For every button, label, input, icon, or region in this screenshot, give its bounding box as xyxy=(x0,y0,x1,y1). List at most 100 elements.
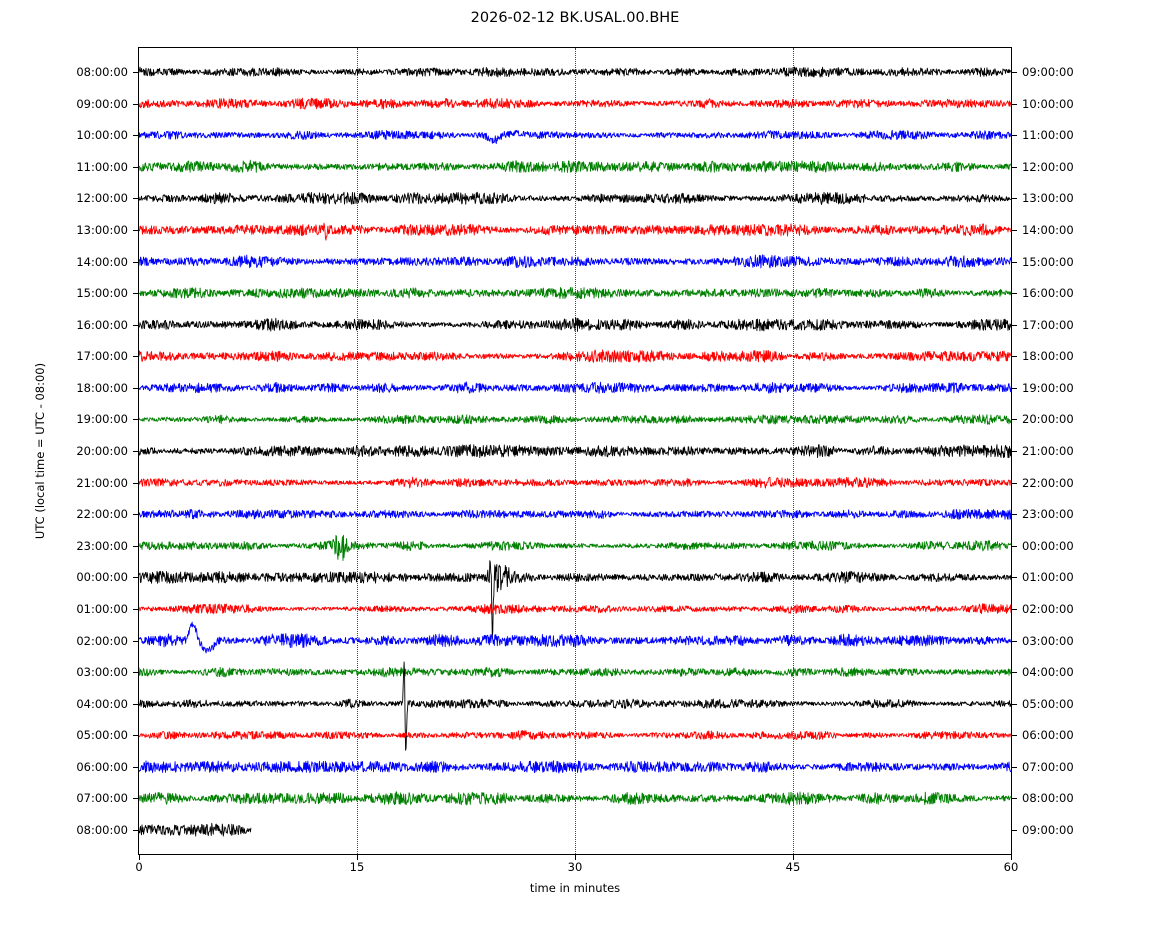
axis-tick xyxy=(1012,482,1017,484)
axis-tick xyxy=(1012,293,1017,295)
x-tick-label: 45 xyxy=(785,860,801,874)
axis-tick xyxy=(1012,166,1017,168)
axis-tick xyxy=(139,855,140,860)
utc-time-label: 14:00:00 xyxy=(76,254,128,269)
utc-time-label: 02:00:00 xyxy=(76,633,128,648)
axis-tick xyxy=(133,324,138,326)
local-time-label: 18:00:00 xyxy=(1022,349,1074,364)
local-time-label: 00:00:00 xyxy=(1022,538,1074,553)
utc-time-label: 23:00:00 xyxy=(76,538,128,553)
utc-time-label: 12:00:00 xyxy=(76,191,128,206)
local-time-label: 20:00:00 xyxy=(1022,412,1074,427)
axis-tick xyxy=(357,855,358,860)
x-tick-label: 15 xyxy=(349,860,365,874)
utc-time-label: 18:00:00 xyxy=(76,380,128,395)
x-axis-label: time in minutes xyxy=(529,881,621,895)
axis-tick xyxy=(133,672,138,674)
local-time-label: 07:00:00 xyxy=(1022,759,1074,774)
axis-tick xyxy=(1012,545,1017,547)
local-time-label: 23:00:00 xyxy=(1022,507,1074,522)
axis-tick xyxy=(1012,419,1017,421)
local-time-label: 06:00:00 xyxy=(1022,728,1074,743)
axis-tick xyxy=(1012,514,1017,516)
axis-tick xyxy=(133,577,138,579)
local-time-label: 09:00:00 xyxy=(1022,823,1074,837)
axis-tick xyxy=(133,514,138,516)
axis-tick xyxy=(1012,640,1017,642)
axis-tick xyxy=(133,387,138,389)
utc-time-label: 22:00:00 xyxy=(76,507,128,522)
seismogram-traces-canvas xyxy=(139,48,1011,854)
axis-tick xyxy=(1012,451,1017,452)
local-time-label: 01:00:00 xyxy=(1022,570,1074,585)
axis-tick xyxy=(1011,855,1012,860)
axis-tick xyxy=(133,261,138,263)
axis-tick xyxy=(1012,356,1017,358)
utc-time-label: 03:00:00 xyxy=(76,665,128,680)
utc-time-label: 20:00:00 xyxy=(76,444,128,458)
utc-time-label: 07:00:00 xyxy=(76,791,128,806)
axis-tick xyxy=(133,703,138,705)
local-time-label: 13:00:00 xyxy=(1022,191,1074,206)
local-time-label: 11:00:00 xyxy=(1022,128,1074,143)
local-time-label: 02:00:00 xyxy=(1022,601,1074,616)
utc-time-label: 21:00:00 xyxy=(76,475,128,490)
axis-tick xyxy=(1012,135,1017,137)
axis-tick xyxy=(133,766,138,768)
local-time-label: 05:00:00 xyxy=(1022,696,1074,711)
axis-tick xyxy=(133,72,138,73)
axis-tick xyxy=(133,356,138,358)
utc-time-label: 01:00:00 xyxy=(76,601,128,616)
axis-tick xyxy=(1012,703,1017,705)
plot-area xyxy=(138,47,1012,855)
axis-tick xyxy=(793,855,794,860)
local-time-label: 15:00:00 xyxy=(1022,254,1074,269)
utc-time-label: 13:00:00 xyxy=(76,222,128,237)
axis-tick xyxy=(133,166,138,168)
utc-time-label: 08:00:00 xyxy=(76,65,128,79)
utc-time-label: 15:00:00 xyxy=(76,286,128,301)
local-time-label: 08:00:00 xyxy=(1022,791,1074,806)
axis-tick xyxy=(133,135,138,137)
axis-tick xyxy=(133,545,138,547)
axis-tick xyxy=(133,198,138,200)
axis-tick xyxy=(1012,198,1017,200)
local-time-label: 22:00:00 xyxy=(1022,475,1074,490)
axis-tick xyxy=(133,293,138,295)
local-time-label: 09:00:00 xyxy=(1022,65,1074,79)
x-tick-label: 0 xyxy=(135,860,143,874)
axis-tick xyxy=(1012,672,1017,674)
utc-time-label: 00:00:00 xyxy=(76,570,128,585)
axis-tick xyxy=(133,482,138,484)
utc-time-label: 05:00:00 xyxy=(76,728,128,743)
x-tick-label: 60 xyxy=(1003,860,1019,874)
local-time-label: 14:00:00 xyxy=(1022,222,1074,237)
axis-tick xyxy=(1012,324,1017,326)
chart-title: 2026-02-12 BK.USAL.00.BHE xyxy=(470,10,680,26)
utc-time-label: 04:00:00 xyxy=(76,696,128,711)
utc-time-label: 09:00:00 xyxy=(76,96,128,111)
local-time-label: 04:00:00 xyxy=(1022,665,1074,680)
axis-tick xyxy=(1012,735,1017,737)
local-time-label: 16:00:00 xyxy=(1022,286,1074,301)
utc-time-label: 10:00:00 xyxy=(76,128,128,143)
axis-tick xyxy=(133,419,138,421)
axis-tick xyxy=(1012,103,1017,105)
axis-tick xyxy=(575,855,576,860)
axis-tick xyxy=(1012,766,1017,768)
axis-tick xyxy=(1012,387,1017,389)
axis-tick xyxy=(1012,830,1017,831)
axis-tick xyxy=(133,798,138,800)
utc-time-label: 11:00:00 xyxy=(76,159,128,174)
axis-tick xyxy=(133,735,138,737)
axis-tick xyxy=(1012,261,1017,263)
local-time-label: 21:00:00 xyxy=(1022,444,1074,458)
local-time-label: 03:00:00 xyxy=(1022,633,1074,648)
axis-tick xyxy=(133,608,138,610)
axis-tick xyxy=(1012,577,1017,579)
utc-time-label: 08:00:00 xyxy=(76,823,128,837)
axis-tick xyxy=(1012,72,1017,73)
local-time-label: 19:00:00 xyxy=(1022,380,1074,395)
utc-time-label: 16:00:00 xyxy=(76,317,128,332)
